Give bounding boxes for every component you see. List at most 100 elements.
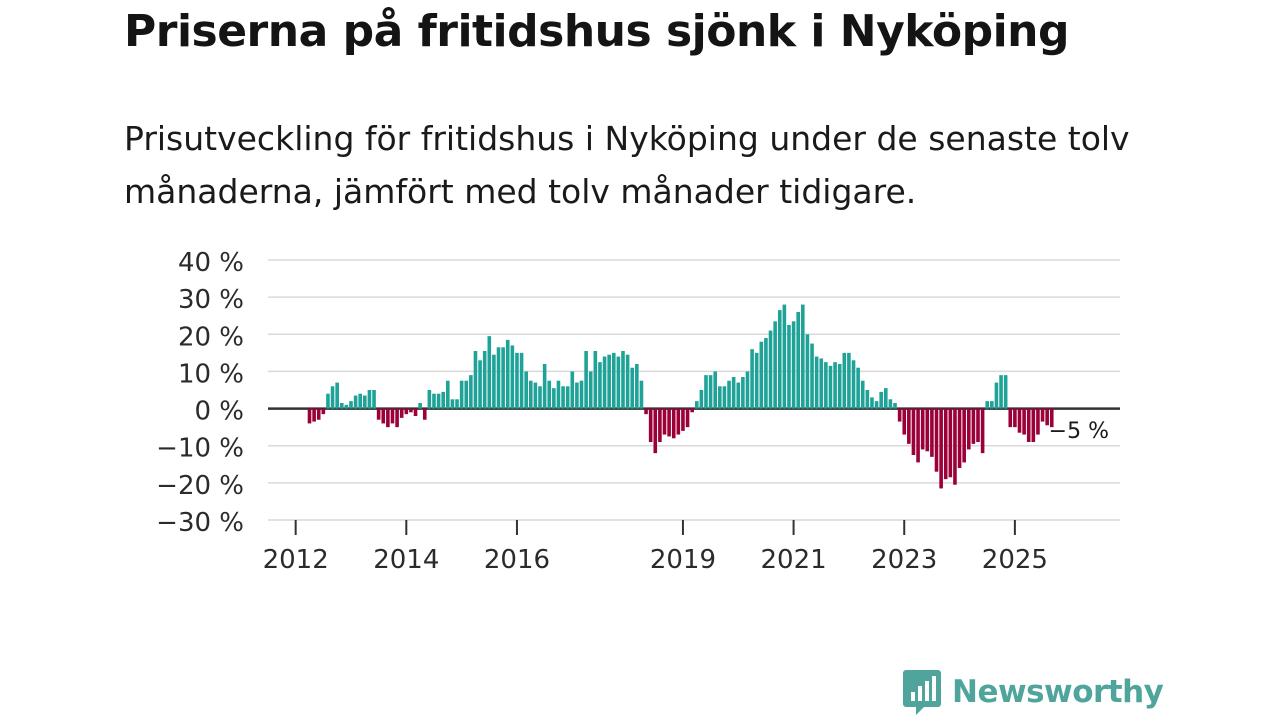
bar: [441, 392, 445, 409]
y-tick-label: 20 %: [178, 322, 244, 352]
bar: [340, 403, 344, 409]
bar: [474, 351, 478, 409]
bar: [833, 362, 837, 408]
bar: [423, 409, 427, 420]
y-tick-label: 30 %: [178, 285, 244, 315]
bar: [635, 364, 639, 409]
bar: [995, 383, 999, 409]
bar: [773, 321, 777, 408]
bar: [644, 409, 648, 415]
bar: [391, 409, 395, 424]
bar: [1032, 409, 1036, 442]
y-axis-labels: 40 % 30 % 20 % 10 % 0 % −10 % −20 % −30 %: [156, 248, 244, 538]
bar: [801, 305, 805, 409]
bar: [594, 351, 598, 409]
bar: [990, 401, 994, 408]
bar: [561, 386, 565, 408]
bar: [727, 381, 731, 409]
bar: [930, 409, 934, 457]
bar: [626, 355, 630, 409]
bar: [958, 409, 962, 468]
bar: [552, 388, 556, 408]
bar: [939, 409, 943, 489]
bar: [580, 381, 584, 409]
bar: [506, 340, 510, 409]
bar: [732, 377, 736, 409]
bar: [524, 371, 528, 408]
bar: [787, 325, 791, 409]
bar: [847, 353, 851, 409]
bar: [617, 357, 621, 409]
bar: [819, 358, 823, 408]
x-tick-label: 2025: [982, 545, 1048, 575]
bar: [750, 349, 754, 408]
bar: [1041, 409, 1045, 422]
bar: [386, 409, 390, 428]
bar: [464, 381, 468, 409]
bar: [981, 409, 985, 454]
bar: [437, 394, 441, 409]
bar: [497, 347, 501, 408]
bar: [575, 383, 579, 409]
bar: [409, 409, 413, 413]
x-tick-label: 2023: [871, 545, 937, 575]
bar: [543, 364, 547, 409]
bar: [308, 409, 312, 424]
bar: [884, 388, 888, 408]
bar: [446, 381, 450, 409]
bar: [921, 409, 925, 450]
bar: [584, 351, 588, 409]
bar: [912, 409, 916, 455]
bar: [335, 383, 339, 409]
y-tick-label: −10 %: [156, 434, 244, 464]
bar: [792, 321, 796, 408]
bar: [925, 409, 929, 452]
bar: [451, 399, 455, 408]
bar: [534, 383, 538, 409]
bar: [1036, 409, 1040, 435]
bar: [690, 409, 694, 413]
bar: [935, 409, 939, 472]
bar: [889, 399, 893, 408]
bar: [570, 371, 574, 408]
bar: [944, 409, 948, 480]
bar: [658, 409, 662, 442]
x-tick-label: 2019: [650, 545, 716, 575]
bar: [557, 381, 561, 409]
bar: [520, 353, 524, 409]
bar: [810, 344, 814, 409]
bar: [1018, 409, 1022, 433]
bar: [621, 351, 625, 409]
bar: [405, 409, 409, 415]
x-axis: 2012 2014 2016 2019 2021 2023 2025: [263, 520, 1048, 575]
bar: [326, 394, 330, 409]
bar: [898, 409, 902, 422]
y-tick-label: −20 %: [156, 471, 244, 501]
bar: [501, 347, 505, 408]
bar: [976, 409, 980, 442]
bar: [603, 357, 607, 409]
bar: [1027, 409, 1031, 442]
bar: [852, 360, 856, 408]
bar: [469, 375, 473, 408]
bar: [815, 357, 819, 409]
bar: [999, 375, 1003, 408]
bar: [949, 409, 953, 478]
bars: [308, 305, 1054, 489]
bar: [511, 345, 515, 408]
newsworthy-logo-icon: [902, 668, 942, 716]
last-value-label: −5 %: [1049, 419, 1109, 444]
bar: [760, 342, 764, 409]
brand-logo: Newsworthy: [902, 668, 1163, 716]
y-tick-label: 10 %: [178, 359, 244, 389]
bar: [769, 331, 773, 409]
bar: [796, 312, 800, 409]
brand-name: Newsworthy: [952, 674, 1163, 710]
x-tick-label: 2016: [484, 545, 550, 575]
bar: [866, 390, 870, 409]
bar: [478, 360, 482, 408]
bar: [916, 409, 920, 463]
bar: [695, 401, 699, 408]
bar: [764, 338, 768, 409]
bar: [907, 409, 911, 444]
